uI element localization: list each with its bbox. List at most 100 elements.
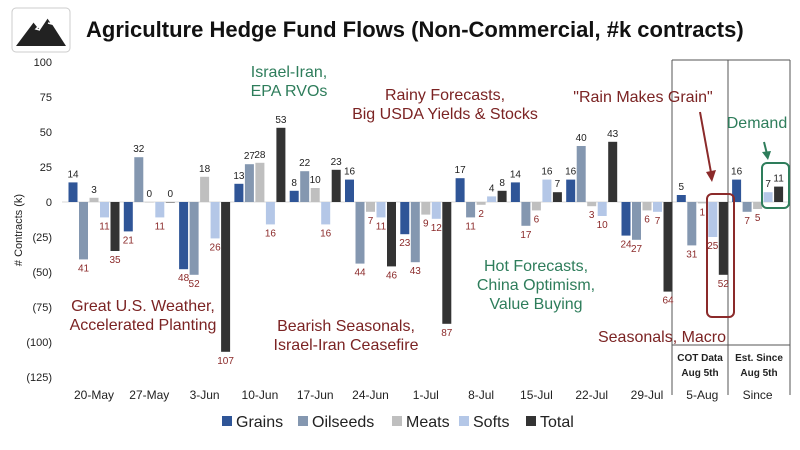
x-tick-label: 27-May xyxy=(129,388,169,402)
x-tick-label: Since xyxy=(743,388,773,402)
bar-meats xyxy=(255,162,265,202)
bar-meats xyxy=(753,202,763,209)
legend-label-total: Total xyxy=(540,414,574,431)
data-label: 43 xyxy=(410,266,422,277)
bar-grains xyxy=(179,202,189,270)
bar-oilseeds xyxy=(189,202,199,275)
bar-softs xyxy=(653,202,662,212)
x-tick-label: 17-Jun xyxy=(297,388,334,402)
data-label: 2 xyxy=(478,209,484,220)
data-label: 10 xyxy=(310,175,322,186)
annotation-text: Demand xyxy=(727,115,787,132)
x-tick-label: 15-Jul xyxy=(520,388,553,402)
y-tick-label: 50 xyxy=(40,127,52,139)
data-label: 22 xyxy=(299,158,311,169)
bar-meats xyxy=(366,202,375,212)
bar-total xyxy=(718,202,728,275)
bar-oilseeds xyxy=(300,171,310,202)
data-label: 3 xyxy=(589,210,595,221)
data-label: 46 xyxy=(386,270,398,281)
data-label: 7 xyxy=(555,179,561,190)
data-label: 14 xyxy=(67,169,79,180)
data-label: 27 xyxy=(244,151,256,162)
annotation-text: Big USDA Yields & Stocks xyxy=(352,106,538,123)
bar-softs xyxy=(210,202,220,239)
arrowhead-red-icon xyxy=(706,170,716,182)
bar-grains xyxy=(68,182,78,202)
bar-total xyxy=(387,202,396,267)
data-label: 27 xyxy=(631,244,643,255)
annotation-text: Israel-Iran Ceasefire xyxy=(274,337,419,354)
section-label: COT Data xyxy=(677,353,723,364)
data-label: 21 xyxy=(123,235,135,246)
arrowhead-green-icon xyxy=(762,151,771,160)
bar-total xyxy=(110,202,120,251)
bar-total xyxy=(552,192,562,202)
data-label: 11 xyxy=(99,221,110,232)
data-label: 9 xyxy=(423,219,429,230)
bar-grains xyxy=(732,179,742,202)
data-label: 0 xyxy=(147,189,153,200)
x-tick-label: 5-Aug xyxy=(686,388,718,402)
legend-swatch-oilseeds xyxy=(298,416,308,426)
data-label: 16 xyxy=(320,228,332,239)
bar-total xyxy=(331,169,341,202)
bar-meats xyxy=(89,197,99,202)
data-label: 107 xyxy=(217,356,234,367)
section-label: Est. Since xyxy=(735,353,783,364)
bar-meats xyxy=(200,176,210,202)
bar-total xyxy=(221,202,231,352)
bar-oilseeds xyxy=(521,202,531,226)
data-label: 16 xyxy=(344,167,356,178)
data-label: 35 xyxy=(109,255,121,266)
bar-grains xyxy=(234,183,244,202)
annotation-text: Bearish Seasonals, xyxy=(277,318,415,335)
data-label: 7 xyxy=(655,216,661,227)
bar-softs xyxy=(100,202,109,218)
x-tick-label: 22-Jul xyxy=(575,388,608,402)
data-label: 32 xyxy=(133,144,145,155)
data-label: 7 xyxy=(368,216,374,227)
bar-oilseeds xyxy=(466,202,476,218)
bar-total xyxy=(442,202,452,324)
x-tick-label: 3-Jun xyxy=(190,388,220,402)
legend-swatch-total xyxy=(526,416,536,426)
bar-total xyxy=(165,202,175,203)
data-label: 53 xyxy=(275,115,287,126)
data-label: 52 xyxy=(718,279,730,290)
data-label: 0 xyxy=(168,189,174,200)
bar-grains xyxy=(400,202,410,235)
data-label: 18 xyxy=(199,164,211,175)
annotation-text: Seasonals, Macro xyxy=(598,329,726,346)
bar-meats xyxy=(144,202,154,203)
data-label: 5 xyxy=(755,213,761,224)
data-label: 26 xyxy=(210,242,222,253)
y-tick-label: 100 xyxy=(34,57,52,69)
legend-label-meats: Meats xyxy=(406,414,450,431)
data-label: 8 xyxy=(291,178,297,189)
bar-softs xyxy=(542,179,552,202)
data-label: 16 xyxy=(265,228,277,239)
data-label: 16 xyxy=(565,167,577,178)
bar-total xyxy=(663,202,673,292)
x-tick-label: 8-Jul xyxy=(468,388,494,402)
bar-softs xyxy=(155,202,165,218)
data-label: 4 xyxy=(489,183,495,194)
bar-softs xyxy=(376,202,386,218)
bar-grains xyxy=(510,182,520,202)
annotation-text: EPA RVOs xyxy=(251,83,328,100)
data-label: 13 xyxy=(233,171,245,182)
bar-grains xyxy=(345,179,354,202)
y-tick-label: (25) xyxy=(32,232,52,244)
x-tick-label: 10-Jun xyxy=(242,388,279,402)
bar-softs xyxy=(597,202,607,216)
annotation-text: Accelerated Planting xyxy=(70,317,217,334)
data-label: 24 xyxy=(620,240,632,251)
bar-oilseeds xyxy=(410,202,420,263)
bar-meats xyxy=(310,188,320,202)
data-label: 23 xyxy=(331,157,343,168)
data-label: 14 xyxy=(510,169,522,180)
data-label: 7 xyxy=(744,216,750,227)
data-label: 11 xyxy=(465,221,476,232)
arrow-red-icon xyxy=(699,111,713,179)
